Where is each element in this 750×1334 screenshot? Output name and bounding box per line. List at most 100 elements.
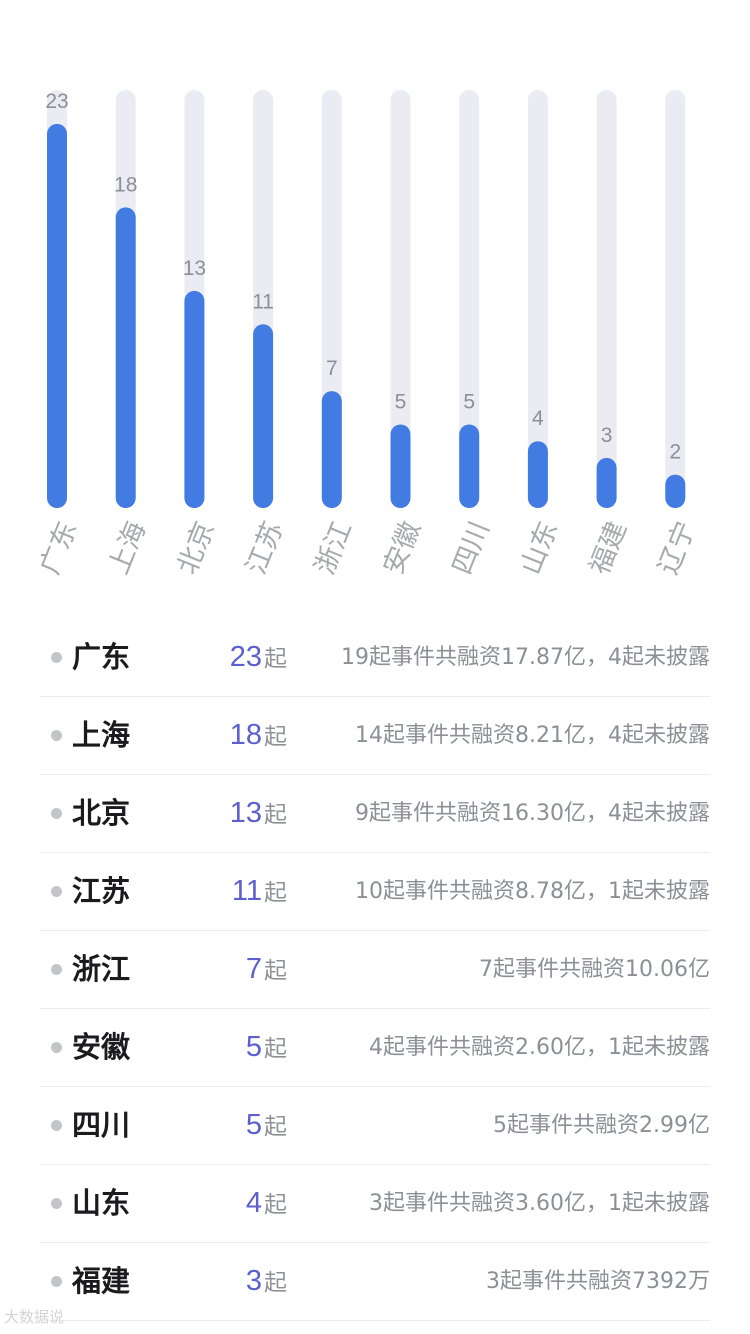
event-count-unit: 起	[264, 646, 287, 672]
event-count: 7起	[246, 931, 287, 1012]
financing-description: 9起事件共融资16.30亿，4起未披露	[355, 801, 710, 826]
event-count-unit: 起	[264, 880, 287, 906]
event-count-unit: 起	[264, 802, 287, 828]
watermark-logo: 大数据说	[4, 1308, 65, 1326]
data-label: 2	[669, 441, 681, 464]
event-count: 5起	[246, 1009, 287, 1090]
category-label: 北京	[172, 517, 221, 579]
bar-track	[459, 90, 480, 508]
bar-track	[596, 90, 617, 508]
category-label: 山东	[515, 517, 564, 579]
event-count-unit: 起	[264, 724, 287, 750]
bar[interactable]	[390, 424, 411, 509]
bar[interactable]	[665, 474, 686, 508]
list-item[interactable]: 浙江 7起 7起事件共融资10.06亿	[40, 931, 710, 1009]
bar-track	[665, 90, 686, 508]
list-item[interactable]: 安徽 5起 4起事件共融资2.60亿，1起未披露	[40, 1009, 710, 1087]
province-name: 山东	[72, 1186, 131, 1220]
event-count: 13起	[230, 775, 287, 856]
financing-description: 5起事件共融资2.99亿	[493, 1113, 710, 1138]
province-name: 福建	[72, 1264, 131, 1298]
category-label: 安徽	[378, 517, 427, 579]
bar[interactable]	[596, 457, 617, 508]
event-count-number: 11	[231, 875, 262, 907]
event-count-unit: 起	[264, 1192, 287, 1218]
bar[interactable]	[459, 424, 480, 509]
bullet-icon	[51, 886, 62, 897]
province-name: 北京	[72, 796, 131, 830]
data-label: 11	[252, 290, 274, 313]
financing-description: 10起事件共融资8.78亿，1起未披露	[355, 879, 710, 904]
bar-track	[527, 90, 548, 508]
category-label: 江苏	[241, 517, 290, 579]
bullet-icon	[51, 1276, 62, 1287]
list-item[interactable]: 福建 3起 3起事件共融资7392万	[40, 1243, 710, 1321]
province-list: 广东 23起 19起事件共融资17.87亿，4起未披露 上海 18起 14起事件…	[40, 619, 710, 1321]
category-label: 四川	[447, 517, 496, 579]
bullet-icon	[51, 1042, 62, 1053]
bar[interactable]	[321, 391, 342, 508]
category-label: 上海	[103, 517, 152, 579]
event-count: 3起	[246, 1243, 287, 1324]
event-count-unit: 起	[264, 1270, 287, 1296]
province-name: 安徽	[72, 1030, 131, 1064]
province-name: 上海	[72, 718, 131, 752]
province-name: 四川	[72, 1108, 131, 1142]
bar-track	[390, 90, 411, 508]
event-count: 5起	[246, 1087, 287, 1168]
event-count: 18起	[230, 697, 287, 778]
event-count-number: 13	[229, 797, 262, 829]
bullet-icon	[51, 808, 62, 819]
data-label: 3	[601, 424, 613, 447]
data-label: 23	[45, 90, 68, 113]
event-count: 11起	[232, 853, 287, 934]
event-count-number: 18	[229, 719, 262, 751]
financing-description: 19起事件共融资17.87亿，4起未披露	[341, 645, 710, 670]
data-label: 4	[532, 407, 544, 430]
bullet-icon	[51, 1198, 62, 1209]
province-name: 江苏	[72, 874, 131, 908]
category-label: 浙江	[309, 517, 358, 579]
data-label: 7	[326, 357, 338, 380]
data-label: 5	[395, 391, 407, 414]
category-label: 辽宁	[653, 517, 702, 579]
list-item[interactable]: 北京 13起 9起事件共融资16.30亿，4起未披露	[40, 775, 710, 853]
financing-description: 7起事件共融资10.06亿	[479, 957, 710, 982]
list-item[interactable]: 上海 18起 14起事件共融资8.21亿，4起未披露	[40, 697, 710, 775]
event-count: 23起	[230, 619, 287, 700]
financing-description: 14起事件共融资8.21亿，4起未披露	[355, 723, 710, 748]
financing-description: 3起事件共融资7392万	[486, 1269, 710, 1294]
bar-chart: 23 广东 18 上海 13 北京 11 江苏 7 浙江 5 安徽 5 四川 4 山东 3 福建 2 辽宁	[35, 90, 702, 579]
event-count-number: 4	[245, 1187, 262, 1219]
data-label: 13	[183, 257, 206, 280]
event-count-unit: 起	[264, 1114, 287, 1140]
list-item[interactable]: 四川 5起 5起事件共融资2.99亿	[40, 1087, 710, 1165]
data-label: 5	[463, 391, 475, 414]
list-item[interactable]: 江苏 11起 10起事件共融资8.78亿，1起未披露	[40, 853, 710, 931]
bullet-icon	[51, 964, 62, 975]
province-name: 浙江	[72, 952, 131, 986]
event-count-number: 3	[245, 1265, 262, 1297]
list-item[interactable]: 山东 4起 3起事件共融资3.60亿，1起未披露	[40, 1165, 710, 1243]
bullet-icon	[51, 652, 62, 663]
event-count: 4起	[246, 1165, 287, 1246]
event-count-unit: 起	[264, 958, 287, 984]
bar[interactable]	[184, 290, 205, 508]
category-label: 广东	[35, 517, 84, 579]
event-count-unit: 起	[264, 1036, 287, 1062]
category-label: 福建	[584, 517, 633, 579]
event-count-number: 7	[245, 953, 262, 985]
bar[interactable]	[115, 207, 136, 508]
bar[interactable]	[47, 123, 67, 509]
financing-description: 4起事件共融资2.60亿，1起未披露	[369, 1035, 710, 1060]
bar[interactable]	[527, 441, 548, 508]
event-count-number: 23	[229, 641, 262, 673]
bullet-icon	[51, 730, 62, 741]
bar[interactable]	[253, 324, 274, 508]
list-item[interactable]: 广东 23起 19起事件共融资17.87亿，4起未披露	[40, 619, 710, 697]
province-name: 广东	[72, 640, 131, 674]
bullet-icon	[51, 1120, 62, 1131]
event-count-number: 5	[245, 1031, 262, 1063]
financing-description: 3起事件共融资3.60亿，1起未披露	[369, 1191, 710, 1216]
data-label: 18	[114, 173, 137, 196]
